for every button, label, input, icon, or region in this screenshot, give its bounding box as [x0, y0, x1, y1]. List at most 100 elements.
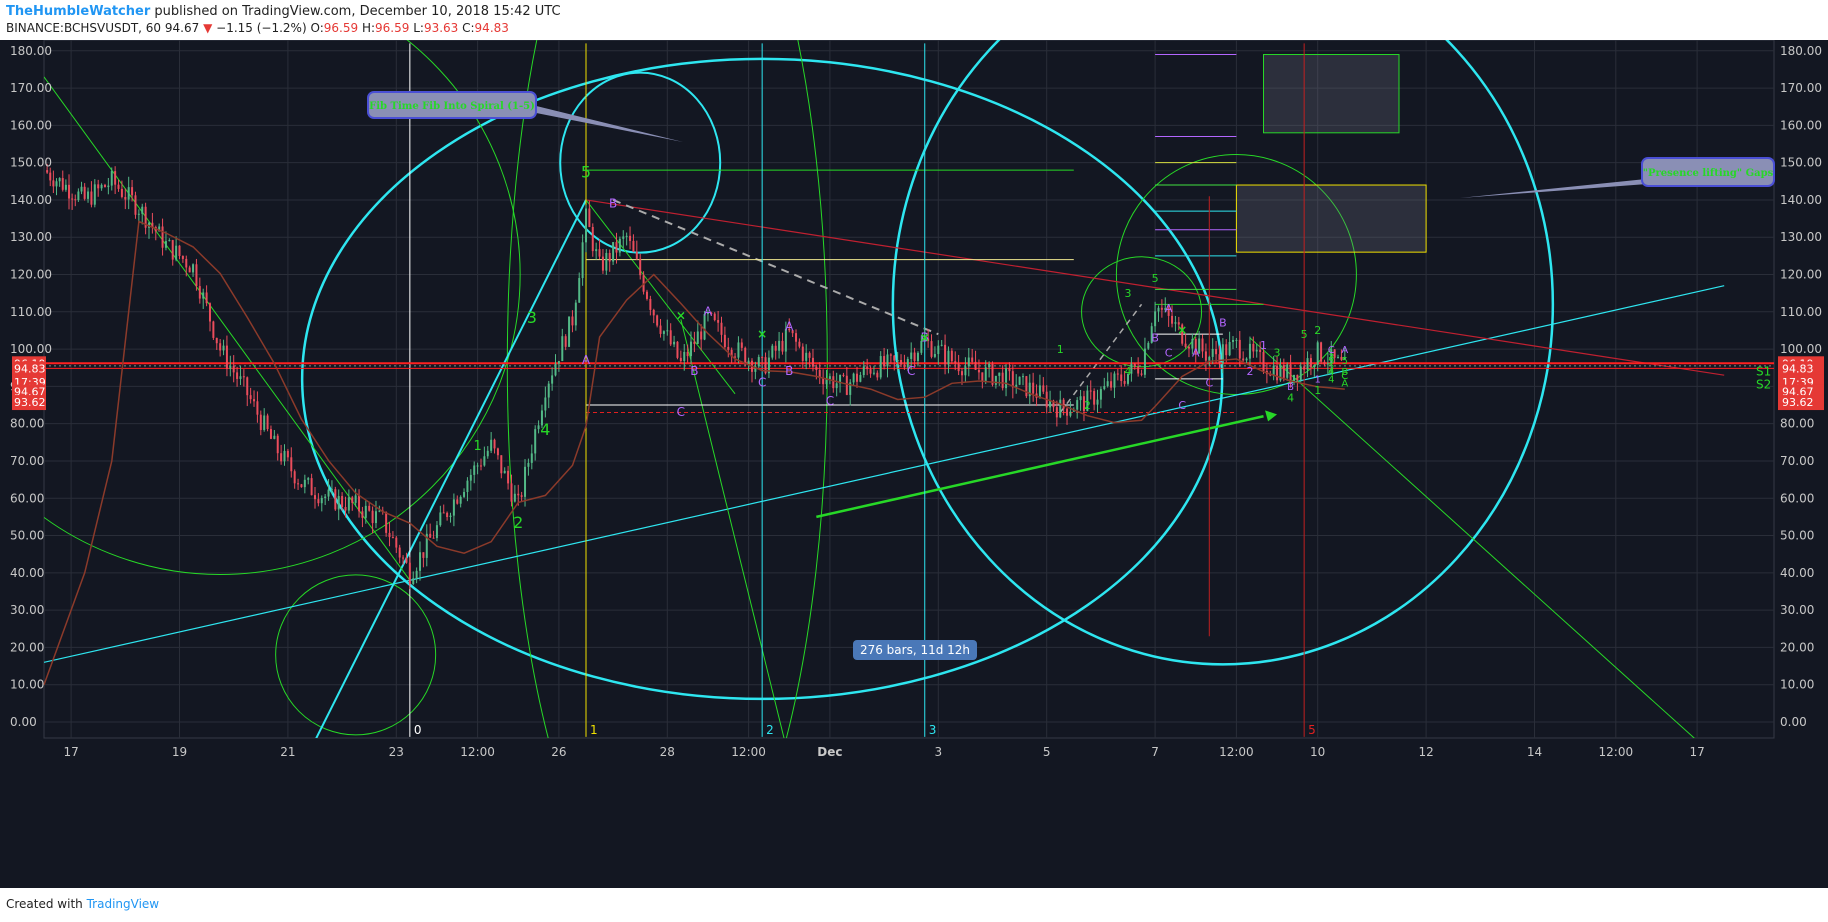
published-text: published on TradingView.com, December 1…	[154, 4, 561, 19]
cyan-fan-line	[315, 199, 587, 738]
candle-body	[208, 303, 211, 322]
candle-body	[90, 191, 93, 205]
tradingview-logo[interactable]: TradingView	[86, 897, 160, 911]
author-name[interactable]: TheHumbleWatcher	[6, 4, 151, 19]
candle-body	[1123, 380, 1126, 384]
candle-body	[507, 470, 510, 484]
wave-label: 5	[1152, 272, 1159, 285]
candle-body	[412, 578, 415, 585]
candle-body	[679, 357, 682, 361]
candle-body	[761, 357, 764, 359]
x-marker: ×	[757, 327, 767, 341]
grey-dashed-line-2	[1059, 303, 1143, 413]
candle-body	[967, 357, 970, 367]
x-tick-label: 5	[1043, 745, 1051, 759]
candle-body	[330, 489, 333, 491]
candle-body	[615, 242, 618, 253]
x-tick-label: 12:00	[460, 745, 495, 759]
candle-body	[568, 316, 571, 347]
candle-body	[778, 340, 781, 351]
y-tick-label-right: 10.00	[1780, 678, 1814, 692]
candle-body	[432, 537, 435, 539]
wave-label: 2	[513, 513, 523, 532]
candle-body	[1184, 343, 1187, 348]
candle-body	[1296, 374, 1299, 380]
candle-body	[524, 466, 527, 497]
candle-body	[110, 171, 113, 186]
wave-label: C	[907, 364, 915, 378]
candle-body	[1079, 396, 1082, 401]
x-tick-label: 3	[934, 745, 942, 759]
wave-label: B	[785, 364, 793, 378]
pivot-label: S2	[1756, 378, 1771, 392]
close-value: 94.83	[474, 21, 509, 35]
x-tick-label: 10	[1310, 745, 1325, 759]
drawings	[44, 40, 1774, 738]
y-tick-label-left: 130.00	[10, 230, 52, 244]
candle-body	[259, 414, 262, 430]
candle-body	[815, 366, 818, 370]
green-arrow-line	[816, 415, 1264, 519]
candle-body	[463, 492, 466, 497]
wave-label: C	[1165, 347, 1173, 360]
candle-body	[1001, 372, 1004, 389]
candle-body	[886, 354, 889, 367]
candle-body	[557, 361, 560, 364]
y-tick-label-right: 70.00	[1780, 454, 1814, 468]
y-tick-label-left: 10.00	[10, 678, 44, 692]
candle-body	[286, 450, 289, 458]
candle-body	[1299, 366, 1302, 380]
candle-body	[205, 292, 208, 304]
pivot-label: S1	[1756, 364, 1771, 378]
candle-body	[137, 213, 140, 215]
candle-body	[1076, 400, 1079, 410]
candle-body	[307, 478, 310, 480]
candle-body	[1127, 373, 1129, 384]
y-tick-label-left: 40.00	[10, 566, 44, 580]
candle-body	[473, 465, 476, 475]
candle-body	[212, 321, 215, 338]
candle-body	[161, 226, 164, 248]
candle-body	[236, 372, 239, 379]
wave-label: 1	[1057, 343, 1064, 356]
candle-body	[479, 465, 482, 467]
y-tick-label-left: 20.00	[10, 640, 44, 654]
candle-body	[791, 330, 794, 334]
candle-body	[297, 483, 300, 485]
candle-body	[1221, 344, 1224, 364]
drawing-layer	[44, 40, 1774, 738]
candle-body	[585, 208, 587, 243]
green-bottom-circle	[275, 574, 437, 736]
candle-body	[1282, 365, 1285, 378]
wave-label: 4	[1328, 367, 1334, 378]
candle-body	[1259, 349, 1262, 352]
candle-body	[645, 291, 648, 299]
candle-body	[446, 512, 449, 518]
time-marker-label: 2	[766, 723, 774, 737]
candle-body	[415, 570, 418, 579]
candle-body	[459, 496, 462, 504]
cyan-trendline-long	[44, 285, 1725, 663]
candle-body	[950, 350, 953, 362]
candle-body	[1306, 358, 1309, 370]
candle-body	[131, 187, 134, 196]
candle-body	[635, 251, 638, 259]
close-label: C:	[462, 21, 475, 35]
candle-body	[1316, 342, 1319, 365]
candle-body	[293, 471, 296, 484]
price-badge-left-text: 94.83	[14, 362, 46, 375]
candle-body	[954, 361, 957, 364]
candle-body	[239, 376, 242, 379]
candle-body	[232, 365, 235, 373]
wave-label: 5	[1301, 328, 1308, 341]
candle-body	[1255, 349, 1258, 352]
callout-left-pointer	[516, 101, 683, 142]
candle-body	[1215, 349, 1218, 355]
price-change: −1.15 (−1.2%)	[216, 21, 307, 35]
candle-body	[1245, 358, 1248, 361]
candle-body	[1252, 343, 1255, 352]
candle-body	[1154, 311, 1157, 327]
candle-body	[845, 375, 848, 395]
cyan-small-circle	[559, 71, 722, 254]
